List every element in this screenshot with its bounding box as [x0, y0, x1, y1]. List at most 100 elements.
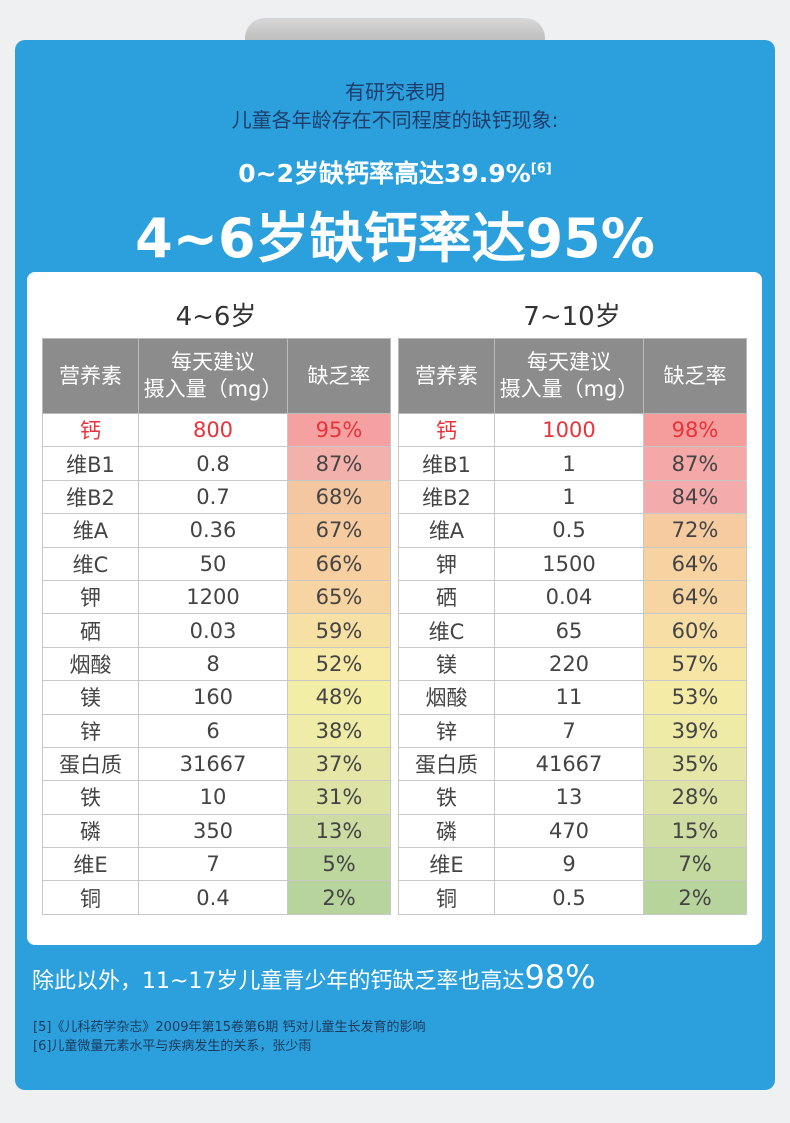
cell: 维C — [42, 546, 139, 581]
row: 维B1 1 87% — [398, 446, 747, 481]
cell: 13 — [494, 780, 644, 815]
subhead-text: 0~2岁缺钙率高达39.9% — [238, 159, 531, 188]
data-table: 营养素 每天建议 摄入量（mg） 缺乏率钙 1000 98% 维B1 1 87% 维B2 1 84% 维… — [398, 338, 747, 915]
cell: 64% — [643, 579, 747, 615]
footer-text: 除此以外，11~17岁儿童青少年的钙缺乏率也高达 — [32, 969, 525, 994]
cell: 64% — [643, 546, 747, 581]
header-line: 每天建议 — [527, 350, 611, 374]
cell: 0.5 — [494, 880, 644, 915]
cell: 7 — [494, 713, 644, 748]
header-line: 摄入量（mg） — [499, 377, 639, 401]
cell: 维E — [398, 847, 495, 882]
cell: 31% — [287, 780, 391, 815]
cell: 维A — [398, 513, 495, 548]
subhead: 0~2岁缺钙率高达39.9%[6] — [0, 154, 790, 190]
cell: 铜 — [42, 880, 139, 915]
cell: 95% — [287, 412, 391, 448]
cell: 烟酸 — [398, 680, 495, 715]
cell: 84% — [643, 479, 747, 515]
cell: 0.03 — [138, 613, 288, 648]
cell: 维B1 — [42, 446, 139, 481]
row: 维B2 0.7 68% — [42, 479, 391, 515]
cell: 350 — [138, 813, 288, 849]
cell: 8 — [138, 646, 288, 682]
row: 镁 160 48% — [42, 680, 391, 715]
header-cell: 缺乏率 — [643, 338, 747, 414]
row: 维A 0.5 72% — [398, 513, 747, 548]
cell: 59% — [287, 613, 391, 648]
row: 维E 7 5% — [42, 847, 391, 882]
cell: 67% — [287, 513, 391, 548]
cell: 磷 — [42, 813, 139, 849]
row: 铁 13 28% — [398, 780, 747, 815]
header-line: 摄入量（mg） — [143, 377, 283, 401]
reference: [6]儿童微量元素水平与疾病发生的关系，张少雨 — [33, 1039, 312, 1054]
cell: 锌 — [398, 713, 495, 748]
cell: 72% — [643, 513, 747, 548]
cell: 2% — [287, 880, 391, 915]
cell: 66% — [287, 546, 391, 581]
data-table: 营养素 每天建议 摄入量（mg） 缺乏率钙 800 95% 维B1 0.8 87% 维B2 0.7 6… — [42, 338, 391, 915]
cell: 68% — [287, 479, 391, 515]
header-row: 营养素 每天建议摄入量（mg） 缺乏率 — [398, 338, 747, 414]
cell: 1 — [494, 479, 644, 515]
ref-mark: [6] — [530, 161, 552, 177]
row: 蛋白质 31667 37% — [42, 746, 391, 782]
cell: 98% — [643, 412, 747, 448]
cell: 铜 — [398, 880, 495, 915]
cell: 钙 — [42, 412, 139, 448]
cell: 1 — [494, 446, 644, 481]
cell: 0.4 — [138, 880, 288, 915]
row: 磷 470 15% — [398, 813, 747, 849]
cell: 2% — [643, 880, 747, 915]
cell: 铁 — [42, 780, 139, 815]
row: 烟酸 11 53% — [398, 680, 747, 715]
row: 硒 0.03 59% — [42, 613, 391, 648]
intro: 有研究表明 — [345, 80, 445, 104]
row: 维E 9 7% — [398, 847, 747, 882]
row: 钙 800 95% — [42, 412, 391, 448]
cell: 1500 — [494, 546, 644, 581]
cell: 48% — [287, 680, 391, 715]
cell: 0.5 — [494, 513, 644, 548]
cell: 31667 — [138, 746, 288, 782]
cell: 蛋白质 — [398, 746, 495, 782]
cell: 磷 — [398, 813, 495, 849]
cell: 11 — [494, 680, 644, 715]
cell: 维B2 — [398, 479, 495, 515]
cell: 220 — [494, 646, 644, 682]
cell: 钾 — [398, 546, 495, 581]
cell: 硒 — [398, 579, 495, 615]
row: 镁 220 57% — [398, 646, 747, 682]
cell: 15% — [643, 813, 747, 849]
cell: 87% — [643, 446, 747, 481]
cell: 0.7 — [138, 479, 288, 515]
row: 维C 65 60% — [398, 613, 747, 648]
header-line: 每天建议 — [171, 350, 255, 374]
intro: 儿童各年龄存在不同程度的缺钙现象: — [231, 108, 559, 132]
cell: 60% — [643, 613, 747, 648]
headline: 4~6岁缺钙率达95% — [135, 207, 655, 270]
cell: 50 — [138, 546, 288, 581]
row: 维B1 0.8 87% — [42, 446, 391, 481]
cell: 钾 — [42, 579, 139, 615]
row: 钾 1200 65% — [42, 579, 391, 615]
cell: 维B1 — [398, 446, 495, 481]
row: 维C 50 66% — [42, 546, 391, 581]
row: 维A 0.36 67% — [42, 513, 391, 548]
cell: 铁 — [398, 780, 495, 815]
row: 维B2 1 84% — [398, 479, 747, 515]
cell: 9 — [494, 847, 644, 882]
header-cell: 营养素 — [42, 338, 139, 414]
header-cell: 营养素 — [398, 338, 495, 414]
cell: 39% — [643, 713, 747, 748]
cell: 0.04 — [494, 579, 644, 615]
cell: 35% — [643, 746, 747, 782]
cell: 52% — [287, 646, 391, 682]
row: 锌 7 39% — [398, 713, 747, 748]
row: 烟酸 8 52% — [42, 646, 391, 682]
cell: 10 — [138, 780, 288, 815]
cell: 87% — [287, 446, 391, 481]
row: 铜 0.5 2% — [398, 880, 747, 915]
